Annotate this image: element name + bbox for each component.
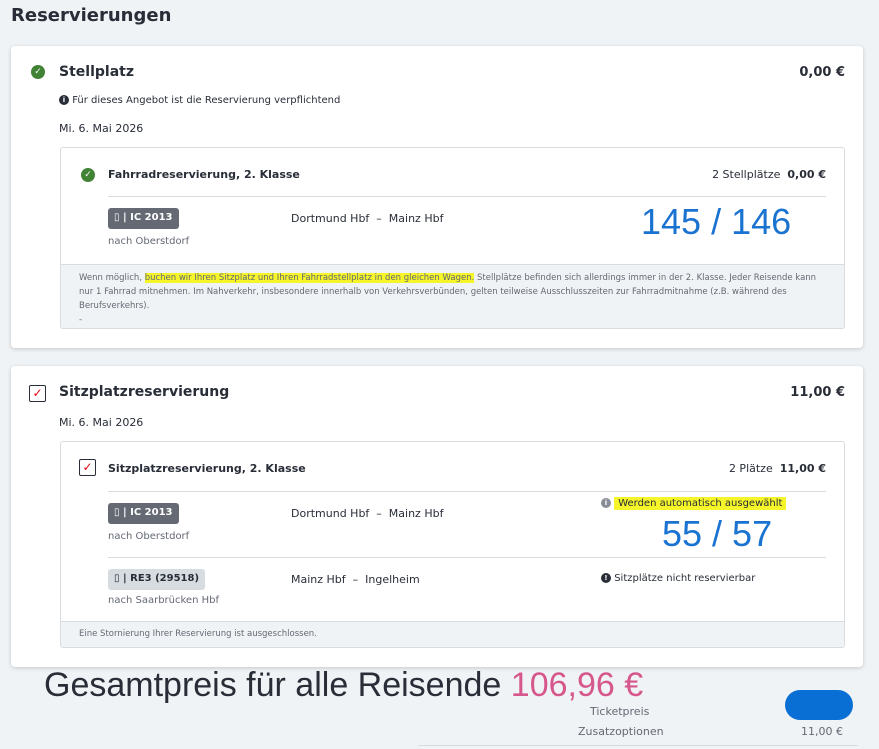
warning-icon: !	[601, 573, 611, 583]
total-price: Gesamtpreis für alle Reisende 106,96 €	[44, 668, 643, 702]
sitzplatz-card: ✓ Sitzplatzreservierung 11,00 € Mi. 6. M…	[11, 366, 863, 667]
direction: nach Oberstdorf	[108, 236, 190, 247]
redaction-blob	[785, 690, 853, 720]
item-title: Sitzplatzreservierung, 2. Klasse	[108, 462, 306, 475]
annotation-count: 145 / 146	[641, 201, 792, 242]
item-price-line: 2 Stellplätze 0,00 €	[712, 168, 826, 181]
checkbox[interactable]: ✓	[29, 385, 46, 402]
info-icon: i	[601, 498, 611, 508]
seat-reservation-box: ✓ Sitzplatzreservierung, 2. Klasse 2 Plä…	[60, 441, 845, 648]
info-footer: Eine Stornierung Ihrer Reservierung ist …	[61, 621, 844, 647]
total-label: Gesamtpreis für alle Reisende	[44, 666, 511, 704]
notice-text: Für dieses Angebot ist die Reservierung …	[72, 95, 341, 106]
seat-status: i Werden automatisch ausgewählt	[601, 497, 787, 511]
item-price: 0,00 €	[787, 168, 826, 181]
status-text: Sitzplätze nicht reservierbar	[614, 573, 756, 584]
item-price: 11,00 €	[779, 462, 826, 475]
bike-reservation-box: ✓ Fahrradreservierung, 2. Klasse 2 Stell…	[60, 147, 845, 329]
date: Mi. 6. Mai 2026	[59, 122, 144, 135]
info-icon: i	[59, 95, 69, 105]
footer-text: Wenn möglich,	[79, 273, 145, 283]
item-price-line: 2 Plätze 11,00 €	[729, 462, 826, 475]
check-icon: ✓	[31, 65, 45, 79]
train-badge: ▯ | IC 2013	[108, 503, 179, 524]
direction: nach Oberstdorf	[108, 531, 190, 542]
stellplatz-card: ✓ Stellplatz 0,00 € i Für dieses Angebot…	[11, 46, 863, 348]
extras-label: Zusatzoptionen	[578, 725, 664, 738]
ticketprice-label: Ticketpreis	[590, 705, 650, 718]
footer-highlight: buchen wir Ihren Sitzplatz und Ihren Fah…	[144, 273, 475, 283]
total-value: 106,96 €	[510, 666, 644, 704]
footer-dash: -	[79, 315, 83, 325]
sitzplatz-price: 11,00 €	[790, 385, 845, 400]
route: Dortmund Hbf – Mainz Hbf	[291, 212, 444, 225]
direction: nach Saarbrücken Hbf	[108, 595, 219, 606]
item-count: 2 Stellplätze	[712, 168, 781, 181]
train-number: IC 2013	[130, 507, 173, 518]
stellplatz-title: Stellplatz	[59, 64, 134, 80]
notice: i Für dieses Angebot ist die Reservierun…	[59, 95, 340, 106]
train-number: RE3 (29518)	[130, 573, 200, 584]
item-title: Fahrradreservierung, 2. Klasse	[108, 168, 300, 181]
status-text: Werden automatisch ausgewählt	[614, 497, 787, 510]
info-footer: Wenn möglich, buchen wir Ihren Sitzplatz…	[61, 264, 844, 328]
check-icon: ✓	[81, 168, 95, 182]
train-badge: ▯ | IC 2013	[108, 208, 179, 229]
route: Mainz Hbf – Ingelheim	[291, 573, 420, 586]
extras-value: 11,00 €	[801, 725, 843, 738]
page-title: Reservierungen	[11, 5, 172, 26]
date: Mi. 6. Mai 2026	[59, 416, 144, 429]
route: Dortmund Hbf – Mainz Hbf	[291, 507, 444, 520]
checkbox[interactable]: ✓	[79, 459, 96, 476]
item-count: 2 Plätze	[728, 462, 773, 475]
divider	[418, 745, 858, 746]
seat-status: ! Sitzplätze nicht reservierbar	[601, 573, 755, 584]
sitzplatz-title: Sitzplatzreservierung	[59, 384, 230, 400]
stellplatz-price: 0,00 €	[799, 65, 845, 80]
train-badge: ▯ | RE3 (29518)	[108, 569, 206, 590]
footer-text: Stellplätze befinden sich allerdings imm…	[79, 273, 817, 311]
annotation-count: 55 / 57	[662, 513, 773, 554]
train-number: IC 2013	[130, 212, 173, 223]
